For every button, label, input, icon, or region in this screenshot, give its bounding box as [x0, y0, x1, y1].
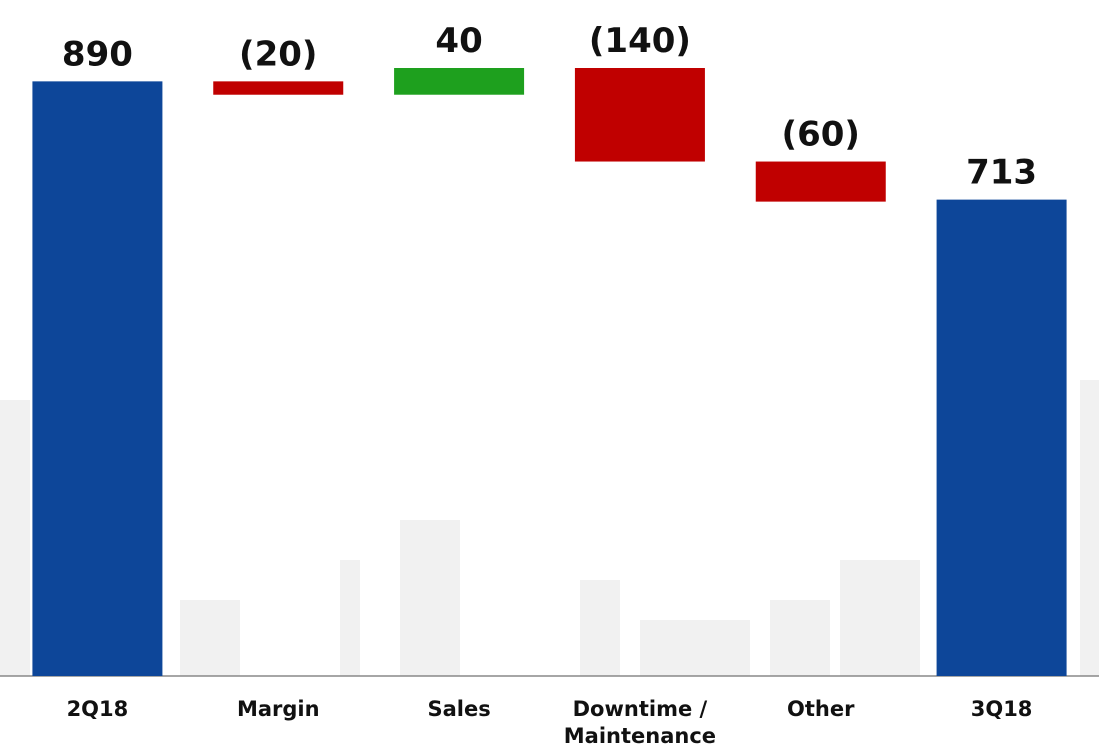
x-tick-label: 2Q18 — [66, 697, 129, 721]
background-silhouette — [0, 380, 1099, 676]
value-label: (20) — [239, 34, 317, 74]
value-label: (140) — [589, 21, 691, 61]
x-tick-label: Other — [787, 697, 855, 721]
x-tick-label: 3Q18 — [970, 697, 1033, 721]
x-tick-label: Downtime / Maintenance — [563, 697, 717, 749]
value-label: (60) — [782, 115, 860, 155]
bar — [574, 68, 705, 162]
value-label: 713 — [966, 153, 1037, 193]
bar — [213, 81, 344, 95]
x-tick-label: Sales — [427, 697, 491, 721]
value-label: 890 — [62, 34, 133, 74]
bar — [394, 68, 525, 95]
bar — [32, 81, 163, 676]
value-label: 40 — [435, 21, 482, 61]
bar — [936, 199, 1067, 676]
x-tick-label: Margin — [236, 697, 320, 721]
bar — [755, 161, 886, 202]
